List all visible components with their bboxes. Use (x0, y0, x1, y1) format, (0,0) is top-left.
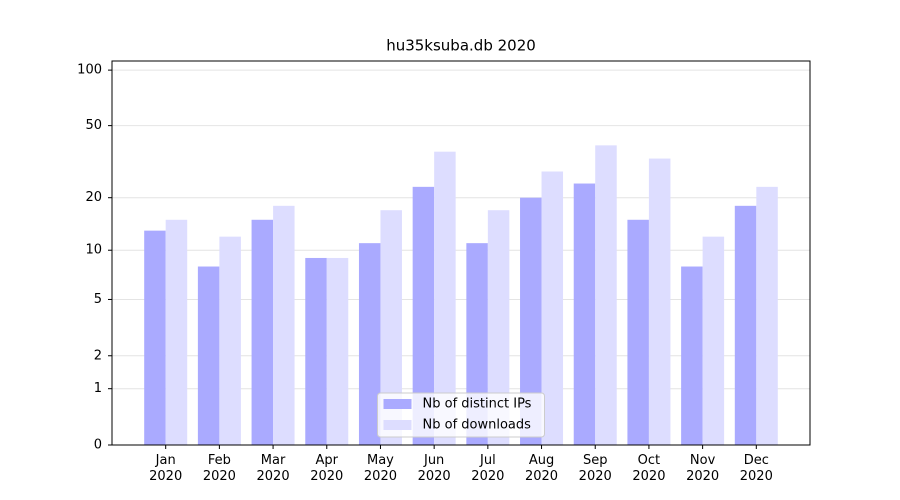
legend-label: Nb of downloads (423, 418, 532, 433)
x-tick-label: May 2020 (363, 453, 397, 484)
x-tick-label: Dec 2020 (739, 453, 773, 484)
bar (144, 230, 166, 445)
bar (358, 243, 381, 445)
y-tick-label: 0 (94, 438, 102, 453)
bar (434, 151, 456, 445)
legend-box (377, 392, 545, 438)
bar (648, 158, 671, 446)
chart-title: hu35ksuba.db 2020 (386, 37, 536, 55)
x-tick-label: Feb 2020 (202, 453, 236, 484)
y-tick-label: 10 (85, 243, 102, 258)
y-tick-label: 5 (94, 292, 102, 307)
x-tick-label: Jan 2020 (149, 453, 183, 484)
bar (627, 219, 649, 445)
x-tick-label: Sep 2020 (578, 453, 612, 484)
bar (487, 210, 510, 445)
legend-swatch (383, 420, 412, 430)
y-tick-label: 50 (85, 118, 102, 133)
bar (734, 205, 757, 445)
plot-frame (111, 60, 811, 446)
bar (541, 171, 564, 445)
bar (273, 205, 295, 445)
x-tick-label: Mar 2020 (256, 453, 290, 484)
bar (165, 219, 188, 445)
bar (380, 210, 402, 445)
x-tick-label: Nov 2020 (686, 453, 720, 484)
bar (219, 236, 241, 445)
bar (197, 266, 220, 445)
x-tick-label: Jul 2020 (471, 453, 505, 484)
bar (702, 236, 725, 445)
bar (681, 266, 703, 445)
bar (756, 186, 778, 445)
bar (251, 219, 274, 445)
y-tick-label: 100 (77, 63, 102, 78)
bar (595, 145, 617, 445)
x-tick-label: Apr 2020 (310, 453, 344, 484)
legend-label: Nb of distinct IPs (423, 397, 532, 412)
y-tick-label: 2 (94, 348, 102, 363)
y-tick-label: 1 (94, 381, 102, 396)
legend-swatch (383, 399, 412, 409)
bar (326, 257, 349, 445)
bar (412, 186, 435, 445)
bar (573, 183, 596, 445)
x-tick-label: Oct 2020 (632, 453, 666, 484)
x-tick-label: Aug 2020 (524, 453, 559, 484)
bar (305, 257, 327, 445)
bar (520, 197, 542, 445)
x-tick-label: Jun 2020 (417, 453, 451, 484)
y-tick-label: 20 (85, 190, 102, 205)
